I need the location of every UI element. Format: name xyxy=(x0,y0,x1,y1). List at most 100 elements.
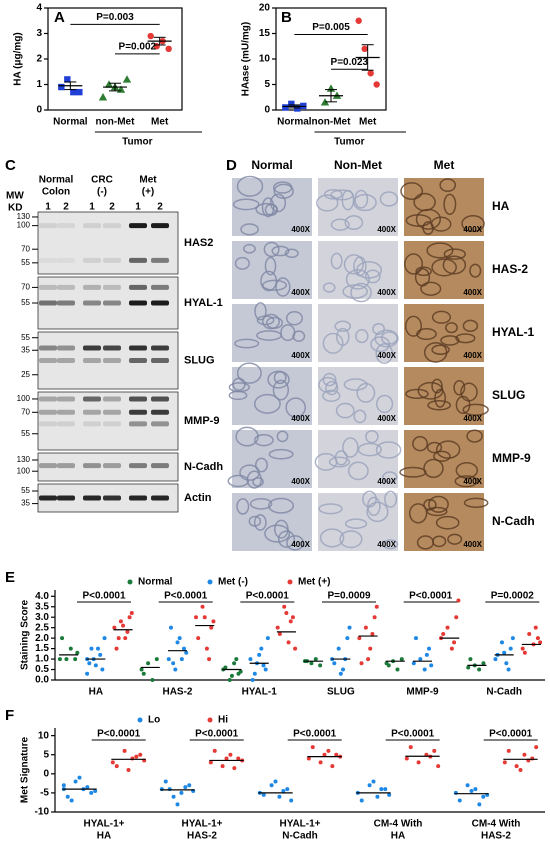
blot-band xyxy=(57,223,75,229)
data-point xyxy=(200,604,205,609)
tissue-texture xyxy=(322,282,336,293)
data-point xyxy=(139,667,144,672)
tissue-texture xyxy=(404,253,424,275)
x-tick-label: MMP-9 xyxy=(406,687,439,698)
data-point xyxy=(453,790,458,795)
y-tick-label: -5 xyxy=(40,788,49,799)
tissue-texture xyxy=(433,450,451,462)
data-point xyxy=(477,667,482,672)
data-point xyxy=(522,752,527,757)
protein-label: HYAL-1 xyxy=(184,297,223,309)
blot-band xyxy=(129,345,147,351)
tissue-image xyxy=(232,304,312,362)
tissue-texture xyxy=(405,214,432,227)
tissue-texture xyxy=(261,197,275,218)
data-point xyxy=(87,661,92,666)
tissue-texture xyxy=(334,320,352,332)
data-point xyxy=(122,75,132,83)
tissue-texture xyxy=(447,533,463,545)
data-point xyxy=(122,748,127,753)
tissue-texture xyxy=(232,198,260,211)
mw-marker: 100 xyxy=(17,466,31,475)
column-header: Non-Met xyxy=(334,158,382,172)
blot-band xyxy=(39,421,57,427)
legend-label: Normal xyxy=(138,577,173,588)
tissue-texture xyxy=(335,402,355,419)
data-point xyxy=(202,615,207,620)
y-tick-label: 0 xyxy=(43,768,49,779)
lane-group-label: Met xyxy=(139,175,157,186)
data-point xyxy=(387,792,392,797)
data-point xyxy=(85,671,90,676)
blot-band xyxy=(151,358,169,363)
tissue-texture xyxy=(285,397,306,418)
x-tick-label: HYAL-1 xyxy=(242,687,278,698)
data-point xyxy=(123,636,128,641)
x-tick-label: Met xyxy=(151,117,169,128)
blot-band xyxy=(83,284,101,290)
data-point xyxy=(282,104,289,111)
column-header: Met xyxy=(434,158,455,172)
tissue-texture xyxy=(314,453,338,471)
row-label: HYAL-1 xyxy=(492,325,535,339)
tissue-texture xyxy=(264,256,277,276)
data-point xyxy=(125,629,130,634)
y-tick-label: 0.5 xyxy=(35,664,49,675)
y-tick-label: 0.0 xyxy=(35,675,49,686)
magnification: 400X xyxy=(291,477,310,486)
panel-letter: C xyxy=(5,157,16,174)
blot-band xyxy=(151,396,169,402)
data-point xyxy=(194,615,199,620)
p-value: P=0.002 xyxy=(119,42,157,53)
tissue-texture xyxy=(435,440,461,459)
data-point xyxy=(175,802,180,807)
data-point xyxy=(265,636,270,641)
tissue-texture xyxy=(400,182,424,201)
data-point xyxy=(77,775,82,780)
protein-label: Actin xyxy=(184,492,212,504)
x-tick-label: HAS-2 xyxy=(162,687,192,698)
data-point xyxy=(368,646,373,651)
data-point xyxy=(367,783,372,788)
tissue-texture xyxy=(372,322,386,335)
tissue-texture xyxy=(248,515,262,527)
data-point xyxy=(182,646,187,651)
data-point xyxy=(85,785,90,790)
tissue-texture xyxy=(322,389,341,402)
data-point xyxy=(168,625,173,630)
y-tick-label: 1.0 xyxy=(35,654,49,665)
data-point xyxy=(345,636,350,641)
data-point xyxy=(154,657,159,662)
data-point xyxy=(171,794,176,799)
data-point xyxy=(261,792,266,797)
blot-band xyxy=(129,396,147,402)
tissue-texture xyxy=(416,327,437,341)
data-point xyxy=(118,619,123,624)
blot-band xyxy=(39,495,57,501)
mw-marker: 55 xyxy=(21,298,30,307)
tissue-texture xyxy=(335,327,350,346)
data-point xyxy=(499,640,504,645)
blot-band xyxy=(39,358,57,363)
tissue-texture xyxy=(343,378,368,391)
data-point xyxy=(209,625,214,630)
magnification: 400X xyxy=(463,414,482,423)
tissue-texture xyxy=(249,498,273,510)
tissue-texture xyxy=(344,518,368,529)
data-point xyxy=(130,756,135,761)
blot-band xyxy=(151,409,169,415)
x-tick-label: non-Met xyxy=(96,117,136,128)
tissue-texture xyxy=(404,315,422,337)
data-point xyxy=(457,798,462,803)
tissue-texture xyxy=(265,316,284,329)
x-tick-label: non-Met xyxy=(312,117,352,128)
data-point xyxy=(126,768,131,772)
blot-band xyxy=(83,495,101,501)
p-value: P<0.0001 xyxy=(164,591,208,602)
x-tick-label: HYAL-1+ xyxy=(83,819,124,830)
mw-marker: 55 xyxy=(21,333,30,342)
blot-strip xyxy=(37,211,179,275)
y-tick-label: 3.5 xyxy=(35,601,49,612)
data-point xyxy=(318,760,323,765)
